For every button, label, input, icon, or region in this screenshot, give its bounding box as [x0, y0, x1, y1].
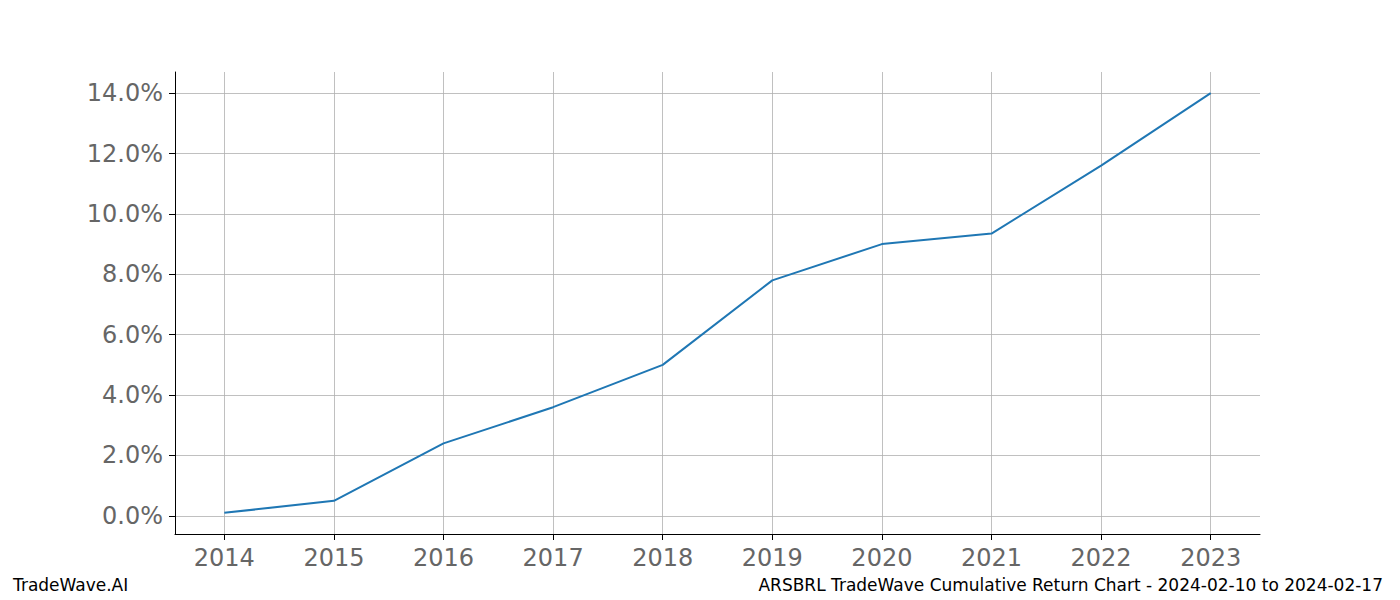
svg-text:6.0%: 6.0%	[102, 321, 163, 349]
svg-text:2017: 2017	[523, 544, 584, 572]
svg-text:2015: 2015	[303, 544, 364, 572]
svg-text:12.0%: 12.0%	[87, 140, 163, 168]
svg-text:2019: 2019	[742, 544, 803, 572]
svg-text:10.0%: 10.0%	[87, 200, 163, 228]
svg-text:8.0%: 8.0%	[102, 260, 163, 288]
svg-text:0.0%: 0.0%	[102, 502, 163, 530]
svg-text:2021: 2021	[961, 544, 1022, 572]
svg-text:2022: 2022	[1071, 544, 1132, 572]
svg-text:4.0%: 4.0%	[102, 381, 163, 409]
svg-text:2020: 2020	[851, 544, 912, 572]
svg-text:2016: 2016	[413, 544, 474, 572]
svg-text:2023: 2023	[1180, 544, 1241, 572]
svg-text:2018: 2018	[632, 544, 693, 572]
svg-text:ARSBRL TradeWave Cumulative Re: ARSBRL TradeWave Cumulative Return Chart…	[758, 575, 1383, 595]
svg-text:TradeWave.AI: TradeWave.AI	[12, 575, 128, 595]
svg-text:2014: 2014	[194, 544, 255, 572]
svg-text:2.0%: 2.0%	[102, 441, 163, 469]
svg-text:14.0%: 14.0%	[87, 79, 163, 107]
